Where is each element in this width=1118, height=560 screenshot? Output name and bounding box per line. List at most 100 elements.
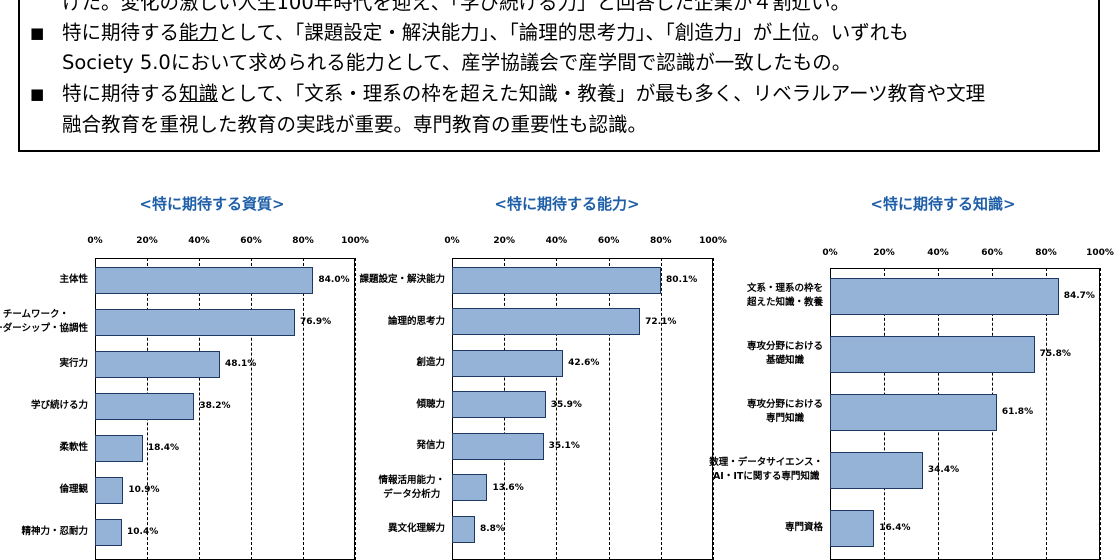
value-label: 18.4% [147,443,180,453]
x-tick-label: 0% [87,236,103,246]
x-tick-label: 60% [981,248,1003,258]
text: として、「課題設定・解決能力」、「論理的思考力」、「創造力」が上位。いずれも [218,21,909,44]
category-label: 専攻分野における 専門知識 [746,399,823,424]
value-label: 48.1% [225,359,257,369]
value-label: 34.4% [927,465,960,475]
text: 特に期待する [62,82,180,105]
category-label: 傾聴力 [416,398,445,410]
chart-title: <特に期待する知識> [870,195,1016,213]
x-tick-label: 20% [136,236,158,246]
summary-box [18,0,1100,152]
x-tick-label: 0% [822,248,838,258]
text: 特に期待する [62,21,180,44]
grid-line [303,258,304,560]
chart-title: <特に期待する資質> [139,195,285,213]
value-label: 10.4% [127,527,159,537]
bar [830,277,1059,315]
value-label: 8.8% [479,524,505,534]
text: 能力 [179,21,219,44]
grid-line [713,258,714,560]
bar [95,476,124,504]
bar [452,432,544,460]
bar [95,350,221,378]
category-label: 情報活用能力・ データ分析力 [378,474,445,500]
category-label: 精神力・忍耐力 [21,526,88,537]
grid-line [660,258,662,560]
text-line: 融合教育を重視した教育の実践が重要。専門教育の重要性も認識。 [62,113,648,136]
value-label: 72.1% [645,316,677,327]
grid-line [251,258,252,560]
category-label: 学び続ける力 [30,400,88,411]
value-label: 80.1% [666,275,698,285]
text-line: Society 5.0において求められる能力として、産学協議会で産学間で認識が一… [62,51,852,74]
bullet: ■ [30,24,45,42]
bar [830,393,997,431]
category-label: 専攻分野における 基礎知識 [746,341,823,366]
x-tick-label: 100% [341,236,369,246]
category-label: 異文化理解力 [387,523,445,534]
bar [95,518,123,546]
text-line: 特に期待する知識として、「文系・理系の枠を超えた知識・教養」が最も多く、リベラル… [62,79,985,109]
bar [452,308,641,335]
bullet: ■ [30,85,45,103]
value-label: 10.9% [128,485,160,495]
value-label: 75.8% [1039,349,1071,359]
category-label: 倫理観 [59,484,88,495]
category-label: 創造力 [416,357,445,368]
bar [830,335,1035,373]
value-label: 16.4% [879,523,911,533]
bar [95,434,143,462]
category-label: 文系・理系の枠を 超えた知識・教養 [746,283,823,308]
value-label: 35.9% [550,399,582,410]
value-label: 84.7% [1063,291,1095,301]
category-label: 論理的思考力 [387,315,445,327]
grid-line [608,258,610,560]
bar [452,349,564,377]
category-label: 専門資格 [784,522,823,533]
x-tick-label: 80% [650,236,672,246]
bar [830,509,875,547]
text: 知識 [179,82,219,105]
x-tick-label: 100% [1086,248,1114,258]
text-line: 特に期待する能力として、「課題設定・解決能力」、「論理的思考力」、「創造力」が上… [62,18,909,48]
bar [95,392,195,420]
category-label: 主体性 [59,274,88,285]
category-label: 課題設定・解決能力 [359,274,445,285]
value-label: 76.9% [299,317,332,327]
x-tick-label: 20% [493,236,515,246]
bar [452,515,475,543]
x-tick-label: 20% [873,248,895,258]
bar [830,451,923,489]
x-tick-label: 0% [444,236,460,246]
grid-line [556,258,558,560]
value-label: 42.6% [568,358,600,368]
x-tick-label: 40% [545,236,568,246]
grid-line [1046,268,1047,560]
x-tick-label: 60% [597,236,620,246]
grid-line [199,258,200,560]
value-label: 61.8% [1001,407,1034,417]
x-tick-label: 100% [699,236,727,246]
text-line: けた。変化の激しい人生100年時代を迎え、「学び続ける力」と回答した企業が４割近… [62,0,850,14]
x-tick-label: 40% [188,236,210,246]
category-label: 柔軟性 [59,442,88,453]
bar [452,266,662,294]
bar [95,308,295,336]
x-tick-label: 40% [927,248,949,258]
category-label: 発信力 [416,440,445,451]
x-tick-label: 80% [1035,248,1057,258]
bar [452,391,546,418]
category-label: 数理・データサイエンス・ AI・ITに関する専門知識 [709,457,823,482]
category-label: チームワーク・ リーダーシップ・協調性 [0,309,88,334]
value-label: 35.1% [548,441,580,451]
value-label: 38.2% [199,401,231,411]
category-label: 実行力 [59,358,88,369]
grid-line [355,258,356,560]
value-label: 84.0% [318,275,350,285]
value-label: 13.6% [492,482,524,493]
bar [95,266,314,294]
grid-line [1100,268,1101,560]
chart-title: <特に期待する能力> [494,195,640,213]
x-tick-label: 80% [292,236,314,246]
